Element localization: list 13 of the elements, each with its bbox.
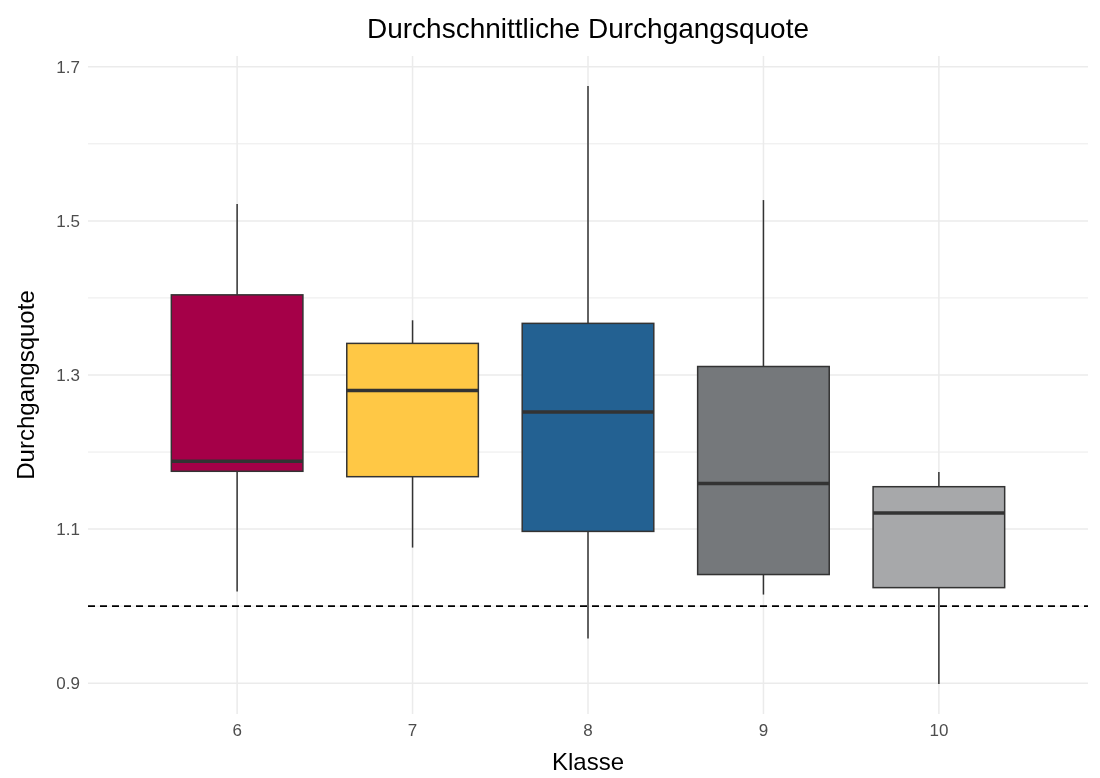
x-tick-label: 7 [407, 721, 418, 741]
y-tick-label: 1.3 [56, 365, 80, 385]
y-tick-label: 1.1 [56, 520, 80, 540]
chart-title: Durchschnittliche Durchgangsquote [366, 13, 810, 44]
x-axis-title: Klasse [551, 748, 625, 775]
y-axis-title: Durchgangsquote [12, 290, 39, 480]
x-tick-label: 9 [758, 721, 769, 741]
x-tick-label: 8 [583, 721, 593, 741]
y-tick-label: 0.9 [56, 674, 80, 694]
y-tick-label: 1.5 [56, 211, 80, 231]
x-tick-label: 6 [232, 721, 242, 741]
x-tick-label: 10 [929, 721, 949, 741]
y-tick-label: 1.7 [56, 57, 80, 77]
